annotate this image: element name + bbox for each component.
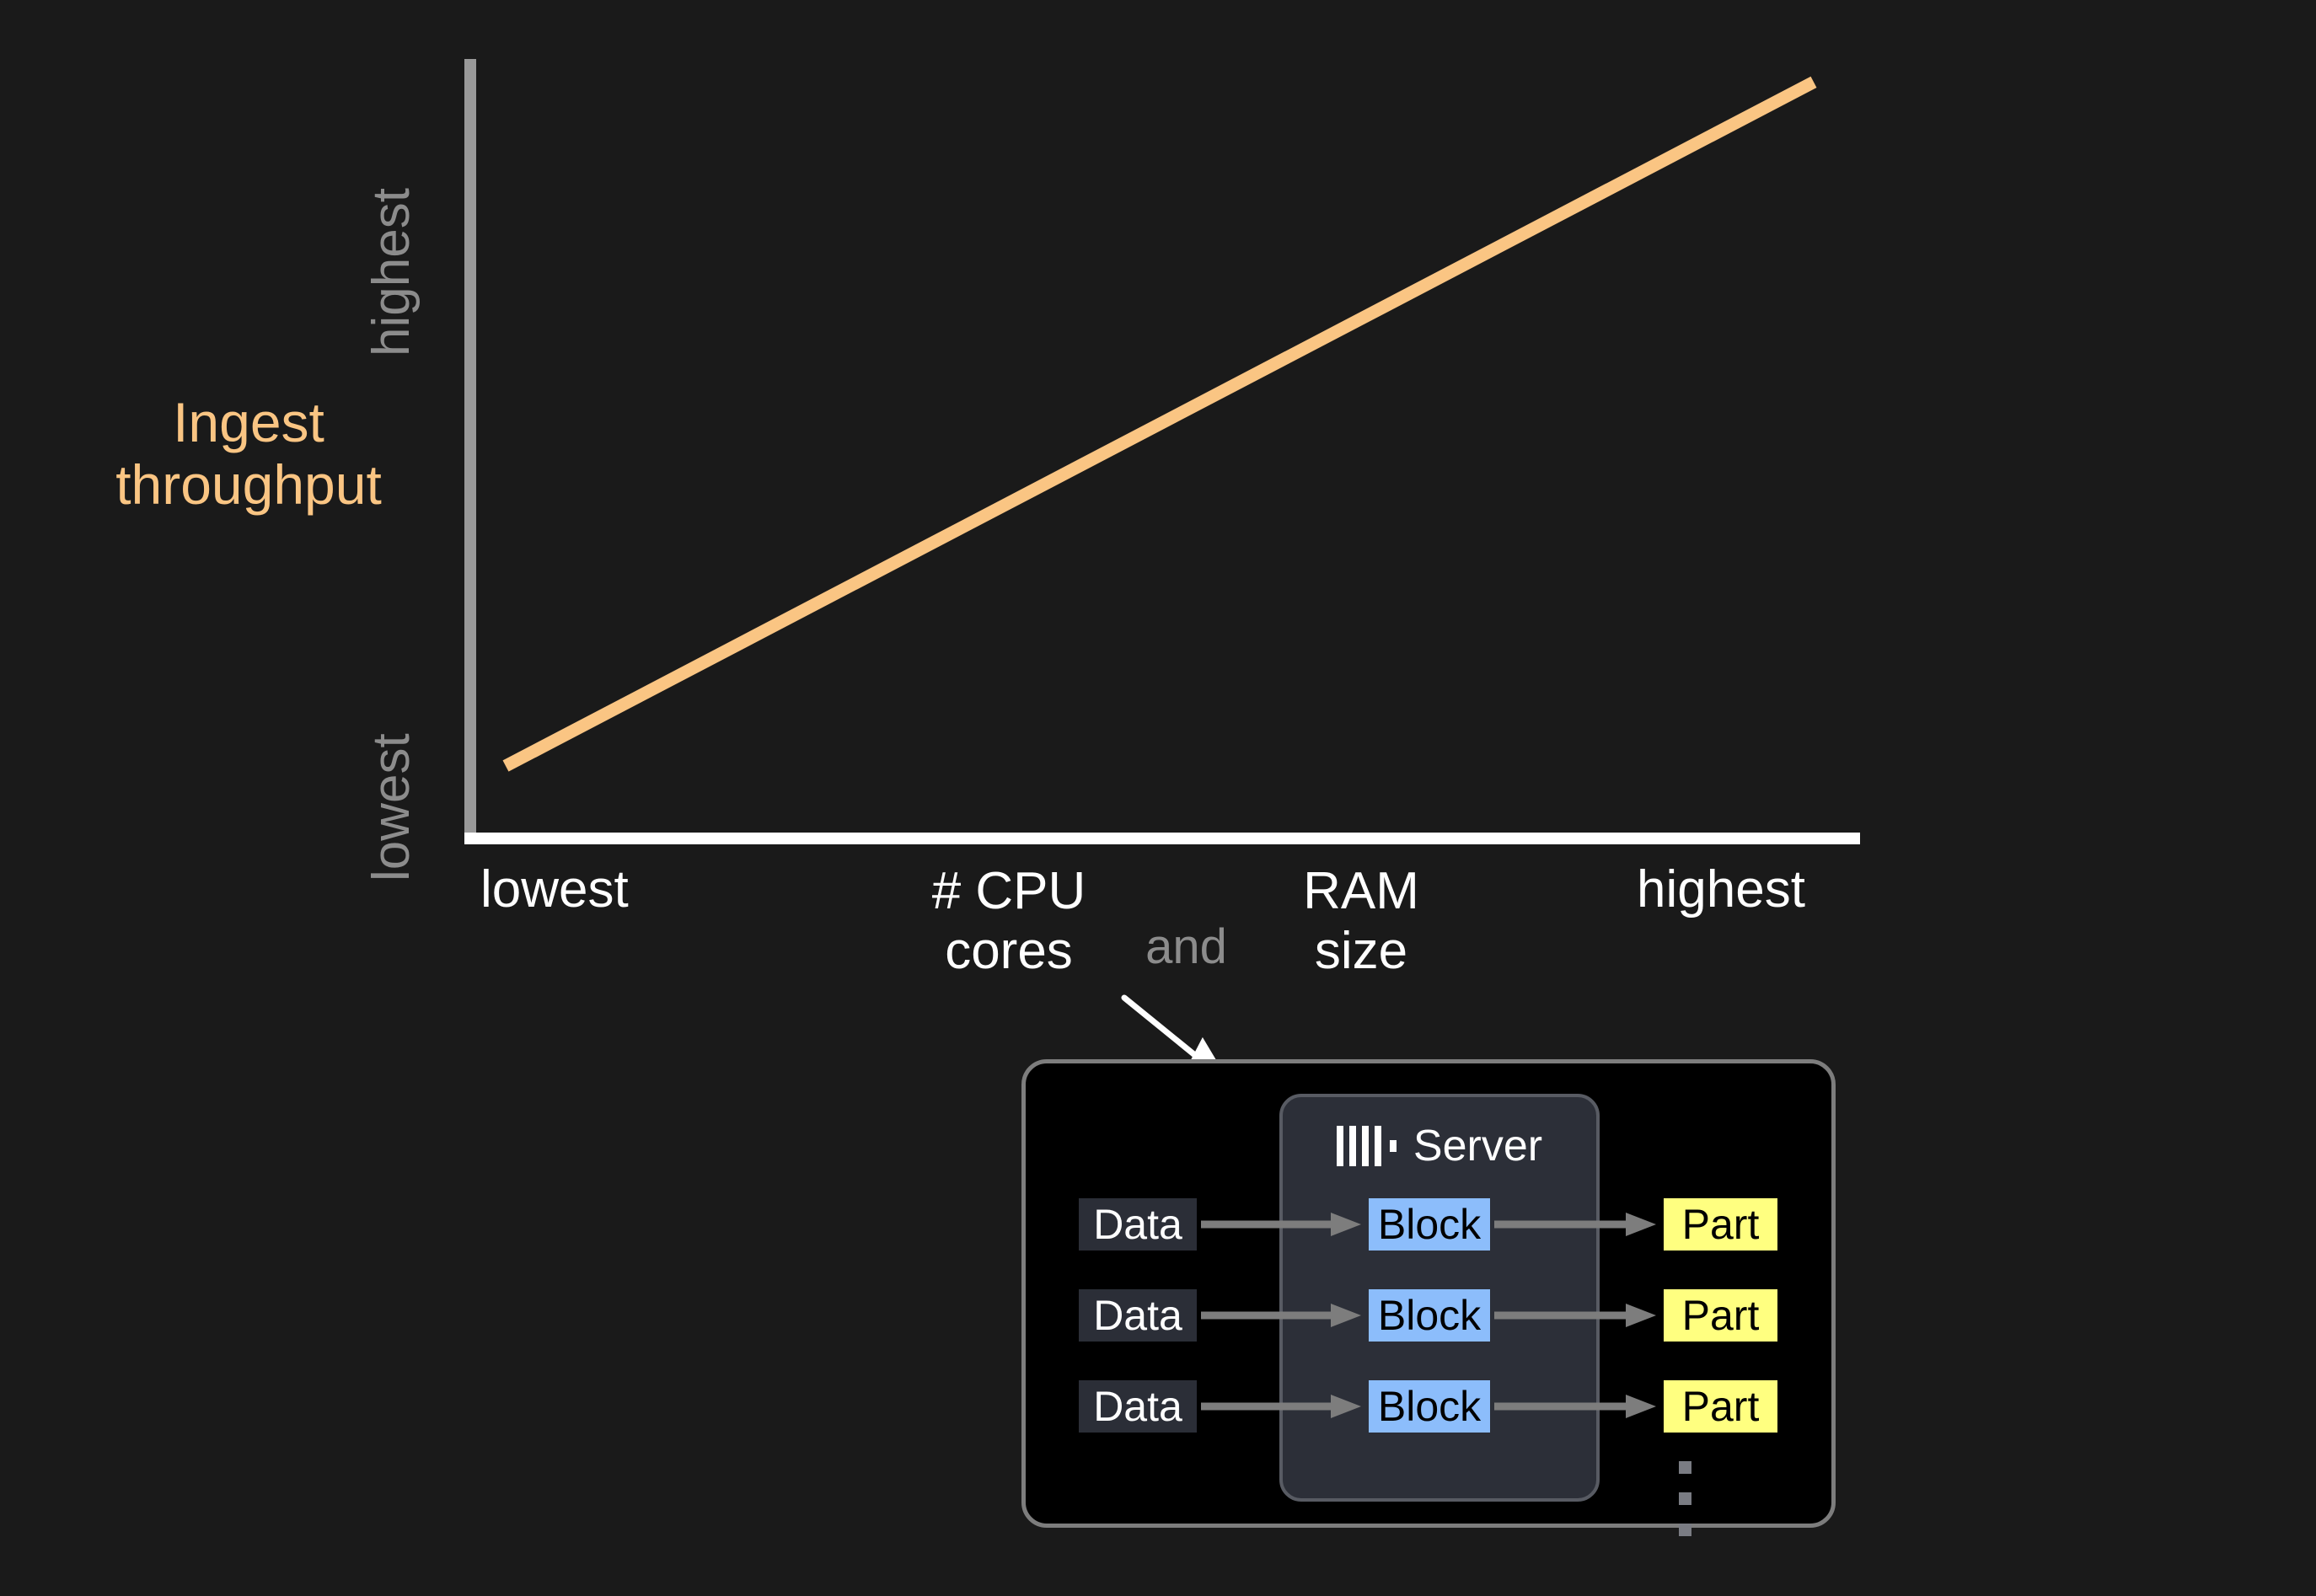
y-axis-title-line2: throughput — [115, 453, 382, 516]
server-label: Server — [1413, 1122, 1543, 1170]
server-bar-1 — [1336, 1126, 1343, 1166]
data-chip: Data — [1079, 1289, 1197, 1342]
server-ingest-diagram: Server Data Block Part Data — [1021, 1059, 1836, 1536]
block-chip: Block — [1369, 1198, 1490, 1251]
ellipsis-dot-3 — [1679, 1524, 1691, 1536]
y-axis-line — [464, 59, 476, 834]
x-axis-tick-highest: highest — [1637, 860, 1805, 919]
data-chip: Data — [1079, 1198, 1197, 1251]
y-axis-tick-lowest: lowest — [362, 733, 421, 881]
y-axis-tick-highest: highest — [362, 188, 421, 356]
block-chip: Block — [1369, 1380, 1490, 1433]
pipeline-row: Data Block Part — [1026, 1380, 1831, 1433]
ellipsis-dot-2 — [1679, 1492, 1691, 1505]
arrow-data-to-block-icon — [1201, 1395, 1361, 1418]
data-chip: Data — [1079, 1380, 1197, 1433]
x-axis-title-cpu: # CPU cores — [903, 861, 1114, 982]
x-axis-title-ram-line2: size — [1314, 922, 1408, 981]
x-axis-title-cpu-line2: cores — [945, 922, 1073, 981]
part-chip: Part — [1664, 1198, 1777, 1251]
x-axis-title-cpu-line1: # CPU — [931, 862, 1086, 920]
arrow-block-to-part-icon — [1494, 1395, 1656, 1418]
server-indicator-dot — [1389, 1140, 1397, 1152]
arrow-data-to-block-icon — [1201, 1304, 1361, 1327]
arrow-data-to-block-icon — [1201, 1213, 1361, 1236]
ellipsis-dot-1 — [1679, 1461, 1691, 1474]
server-header: Server — [1283, 1124, 1596, 1168]
y-axis-title-line1: Ingest — [173, 391, 324, 453]
arrow-block-to-part-icon — [1494, 1304, 1656, 1327]
ingest-throughput-chart: highest lowest Ingest throughput lowest … — [67, 59, 1860, 1013]
arrow-block-to-part-icon — [1494, 1213, 1656, 1236]
x-axis-tick-lowest: lowest — [480, 860, 629, 919]
continuation-ellipsis — [1679, 1461, 1696, 1555]
part-chip: Part — [1664, 1289, 1777, 1342]
server-bar-4 — [1374, 1126, 1381, 1166]
x-axis-title-ram: RAM size — [1256, 861, 1466, 982]
server-bars-icon — [1336, 1125, 1397, 1167]
x-axis-title-ram-line1: RAM — [1303, 862, 1419, 920]
x-axis-line — [464, 833, 1860, 844]
pipeline-row: Data Block Part — [1026, 1289, 1831, 1342]
part-chip: Part — [1664, 1380, 1777, 1433]
x-axis-title: # CPU cores RAM size and — [885, 861, 1483, 1013]
server-bar-2 — [1348, 1126, 1356, 1166]
pipeline-row: Data Block Part — [1026, 1198, 1831, 1251]
x-axis-title-conjunction: and — [1145, 919, 1227, 974]
block-chip: Block — [1369, 1289, 1490, 1342]
y-axis-title: Ingest throughput — [67, 391, 430, 517]
server-bar-3 — [1361, 1126, 1369, 1166]
